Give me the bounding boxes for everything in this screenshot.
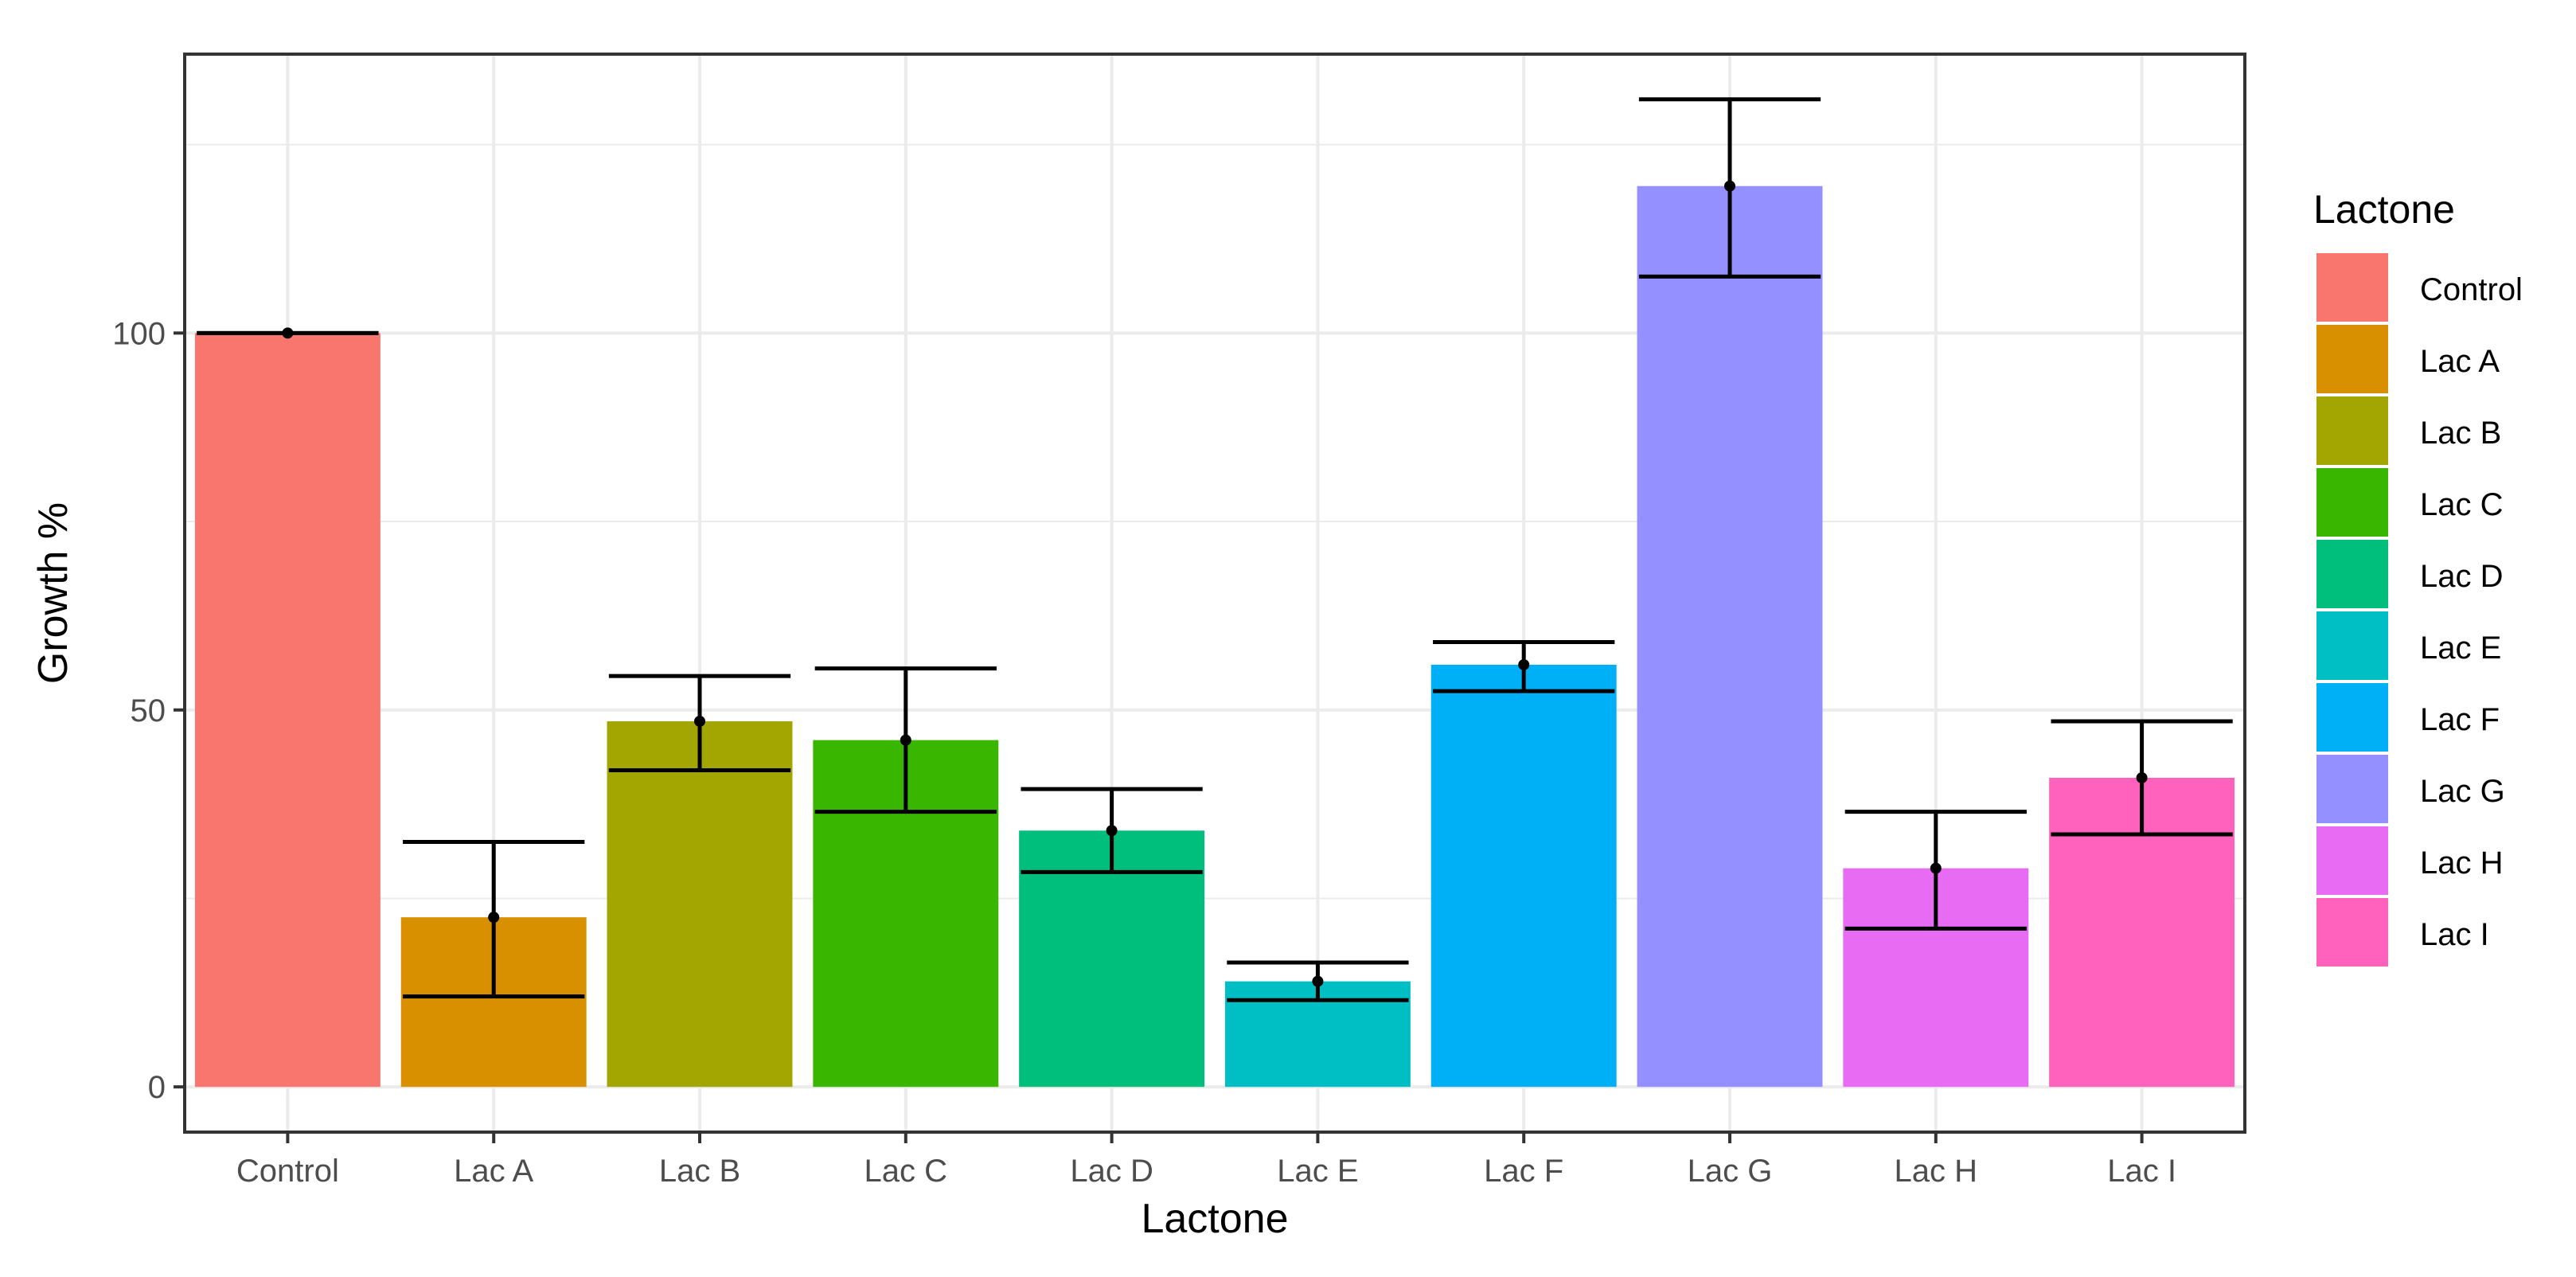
mean-point	[1930, 862, 1942, 874]
legend-label: Lac E	[2420, 631, 2501, 666]
mean-point	[694, 715, 705, 727]
x-tick-label: Lac E	[1277, 1154, 1358, 1189]
legend-key-lac-g	[2316, 755, 2388, 823]
mean-point	[1724, 180, 1735, 192]
legend-label: Lac H	[2420, 845, 2504, 881]
bar-lac-g	[1637, 185, 1823, 1088]
legend-key-control	[2316, 253, 2388, 322]
y-axis: 0 50 100	[112, 316, 185, 1105]
bar-lac-b	[607, 721, 793, 1088]
mean-point	[1312, 975, 1324, 987]
y-tick-label: 50	[131, 693, 166, 728]
legend-key-lac-i	[2316, 898, 2388, 967]
y-tick-label: 0	[148, 1070, 166, 1105]
legend-label: Lac F	[2420, 702, 2500, 737]
mean-point	[900, 734, 911, 746]
legend-key-lac-d	[2316, 540, 2388, 608]
legend-key-lac-h	[2316, 826, 2388, 895]
legend-label: Lac D	[2420, 559, 2504, 594]
mean-point	[282, 327, 294, 339]
legend-label: Lac I	[2420, 917, 2489, 952]
legend-label: Control	[2420, 272, 2523, 307]
legend-label: Lac A	[2420, 344, 2500, 379]
legend-label: Lac C	[2420, 487, 2504, 522]
x-axis-title: Lactone	[1141, 1196, 1288, 1242]
mean-point	[1518, 658, 1530, 670]
legend-key-lac-b	[2316, 396, 2388, 465]
legend-key-lac-a	[2316, 325, 2388, 393]
bars	[194, 185, 2235, 1088]
x-tick-label: Lac A	[454, 1154, 533, 1189]
y-tick-label: 100	[112, 316, 166, 351]
x-tick-label: Lac H	[1895, 1154, 1978, 1189]
plot-panel-border	[183, 53, 2246, 1134]
mean-point	[2136, 771, 2148, 783]
x-tick-label: Control	[236, 1154, 339, 1189]
bar-control	[194, 333, 381, 1088]
legend-key-lac-c	[2316, 468, 2388, 537]
legend-key-lac-e	[2316, 611, 2388, 680]
legend-label: Lac B	[2420, 416, 2501, 451]
x-tick-label: Lac D	[1070, 1154, 1153, 1189]
x-axis: Control Lac A Lac B Lac C Lac D Lac E Lac F Lac…	[236, 1132, 2176, 1189]
legend-label: Lac G	[2420, 774, 2505, 809]
x-tick-label: Lac C	[865, 1154, 948, 1189]
mean-point	[1106, 825, 1118, 837]
mean-point	[488, 912, 500, 924]
legend-key-lac-f	[2316, 683, 2388, 752]
x-tick-label: Lac F	[1484, 1154, 1563, 1189]
bar-lac-f	[1430, 664, 1617, 1088]
legend: Lactone Control Lac A Lac B Lac C Lac D Lac E…	[2313, 187, 2523, 967]
y-axis-title: Growth %	[30, 502, 76, 684]
x-tick-label: Lac I	[2107, 1154, 2176, 1189]
legend-title: Lactone	[2313, 187, 2455, 232]
error-bars	[197, 97, 2233, 1002]
x-tick-label: Lac G	[1688, 1154, 1773, 1189]
x-tick-label: Lac B	[659, 1154, 740, 1189]
